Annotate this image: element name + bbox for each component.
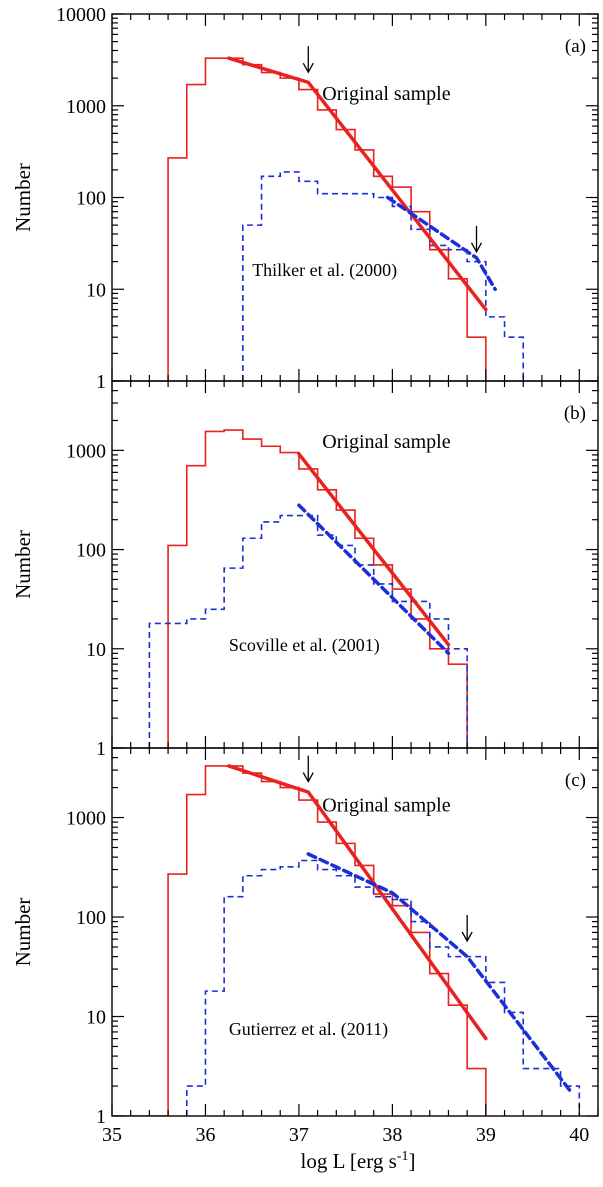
fit-line-2-panel-2 [297, 503, 451, 656]
annotation-label: Original sample [322, 794, 450, 816]
histogram-original-3 [112, 765, 487, 1116]
arrow-head [461, 931, 473, 943]
y-tick-label: 1000 [66, 96, 106, 118]
fit-line-1-panel-3 [227, 764, 488, 1041]
x-tick-label: 37 [289, 1124, 309, 1146]
frame-1 [111, 13, 599, 382]
x-tick-label: 39 [476, 1124, 496, 1146]
y-tick-label: 1 [96, 371, 106, 393]
panel-1: 1 10 100 1000 10000 Original sample Thilker et… [11, 4, 599, 393]
histogram-comparison-3 [185, 859, 581, 1116]
fit-line-1-panel-2 [297, 452, 451, 647]
arrow-head [470, 242, 483, 254]
x-axis-title: log L [erg s-1] [301, 1149, 416, 1173]
arrow-head [302, 62, 314, 74]
x-tick-label: 35 [102, 1124, 122, 1146]
x-tick-label: 36 [195, 1124, 215, 1146]
y-axis-title: Number [11, 898, 35, 967]
y-tick-label: 1 [96, 1106, 106, 1128]
annotation-label: Original sample [322, 83, 450, 105]
y-tick-label: 10 [86, 639, 106, 661]
plot-area-3 [112, 764, 581, 1116]
panel-label: (b) [564, 403, 586, 424]
y-tick-label: 100 [76, 540, 106, 562]
y-tick-label: 1 [96, 738, 106, 760]
histogram-comparison-2 [148, 514, 468, 748]
x-tick-label: 38 [382, 1124, 402, 1146]
y-axis-title: Number [11, 530, 35, 599]
y-tick-label: 10000 [56, 4, 106, 26]
x-tick-label: 40 [569, 1124, 589, 1146]
annotation-label: Scoville et al. (2001) [229, 635, 380, 656]
annotation-label: Thilker et al. (2000) [252, 260, 397, 281]
fit-line-2-panel-1 [385, 195, 497, 291]
y-axis-title: Number [11, 163, 35, 232]
y-tick-label: 10 [86, 1007, 106, 1029]
annotation-label: Original sample [322, 431, 450, 453]
y-tick-label: 100 [76, 907, 106, 929]
y-tick-label: 1000 [66, 808, 106, 830]
y-tick-label: 10 [86, 279, 106, 301]
panel-2: 1 10 100 1000 Original sample Scoville et al.… [11, 380, 599, 760]
y-tick-label: 100 [76, 188, 106, 210]
y-tick-label: 1000 [66, 440, 106, 462]
panel-3: 1 10 100 1000 35 36 37 38 39 40 Original sample Gut… [11, 747, 599, 1173]
annotation-label: Gutierrez et al. (2011) [229, 1019, 388, 1040]
plot-area-1 [167, 56, 525, 381]
fit-line-1-panel-1 [227, 56, 488, 312]
panel-label: (c) [565, 770, 586, 791]
panel-label: (a) [565, 36, 586, 57]
fit-line-2-panel-3 [306, 852, 572, 1093]
arrow-head [302, 772, 314, 783]
histogram-original-1 [167, 57, 487, 381]
plot-area-2 [148, 429, 468, 748]
